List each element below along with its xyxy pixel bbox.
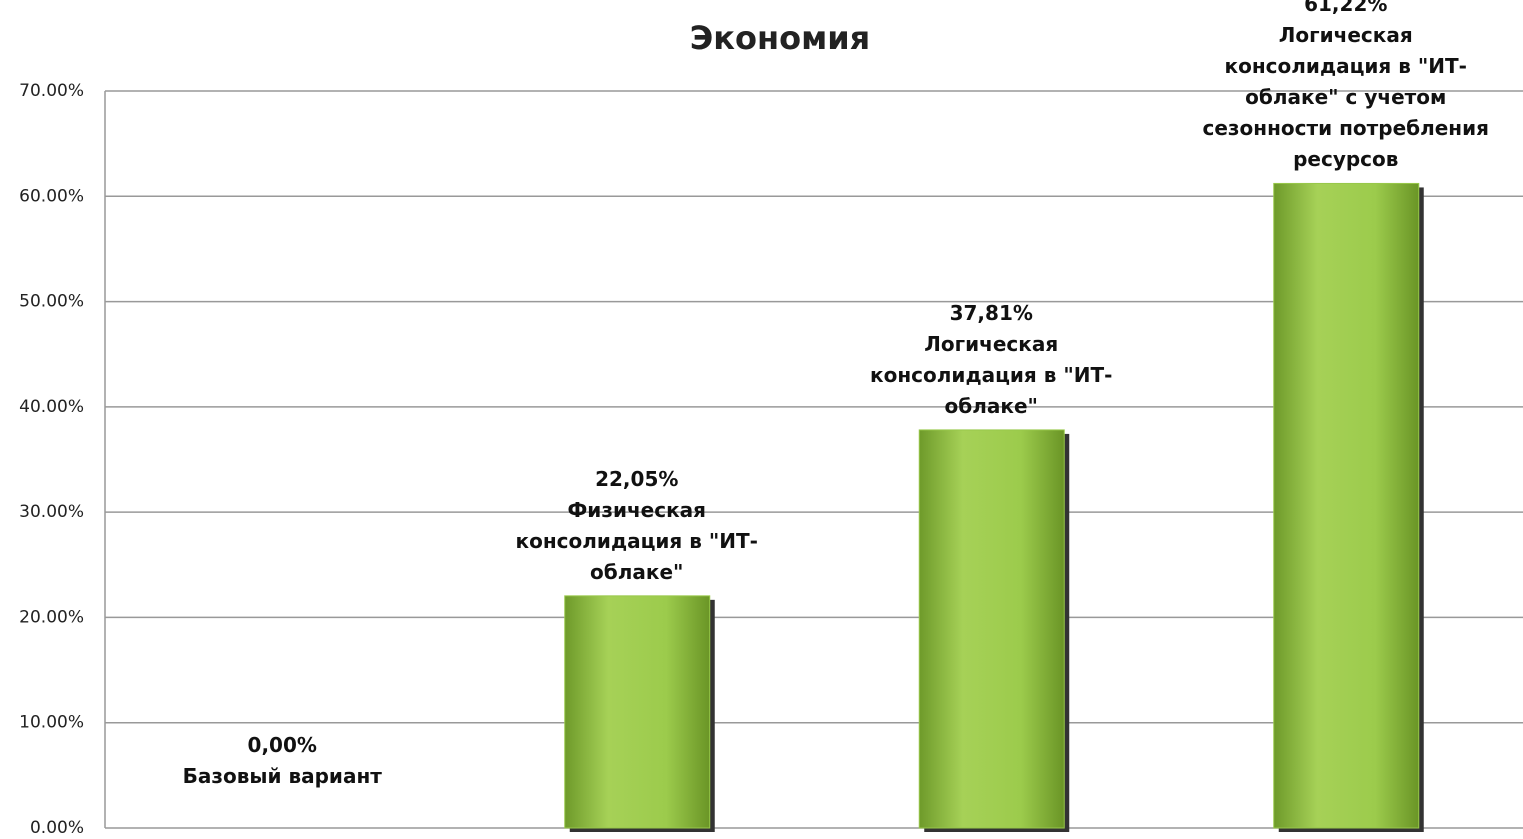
category-label: Логическая консолидация в "ИТ-облаке" — [870, 331, 1113, 418]
y-tick-label: 70.00% — [19, 81, 84, 101]
value-label: 61,22% — [1304, 0, 1388, 17]
bar — [1273, 182, 1420, 829]
value-label: 37,81% — [949, 300, 1033, 325]
value-label: 22,05% — [595, 466, 679, 491]
y-tick-label: 60.00% — [19, 186, 84, 206]
bar — [918, 429, 1065, 829]
data-label: 0,00% Базовый вариант — [137, 730, 427, 792]
y-tick-label: 30.00% — [19, 502, 84, 522]
y-tick-label: 0.00% — [30, 818, 84, 838]
y-tick-label: 40.00% — [19, 397, 84, 417]
data-label: 22,05% Физическая консолидация в "ИТ-обла… — [492, 464, 782, 588]
value-label: 0,00% — [247, 733, 317, 757]
y-tick-label: 50.00% — [19, 292, 84, 312]
data-label: 37,81% Логическая консолидация в "ИТ-обла… — [846, 298, 1136, 422]
chart-title: Экономия — [690, 19, 870, 57]
bar — [564, 595, 711, 829]
category-label: Базовый вариант — [182, 764, 382, 788]
y-tick-label: 20.00% — [19, 607, 84, 627]
category-label: Физическая консолидация в "ИТ-облаке" — [515, 497, 758, 584]
category-label: Логическая консолидация в "ИТ-облаке" с … — [1202, 23, 1489, 172]
data-label: 61,22% Логическая консолидация в "ИТ-обла… — [1201, 0, 1491, 175]
y-tick-label: 10.00% — [19, 713, 84, 733]
